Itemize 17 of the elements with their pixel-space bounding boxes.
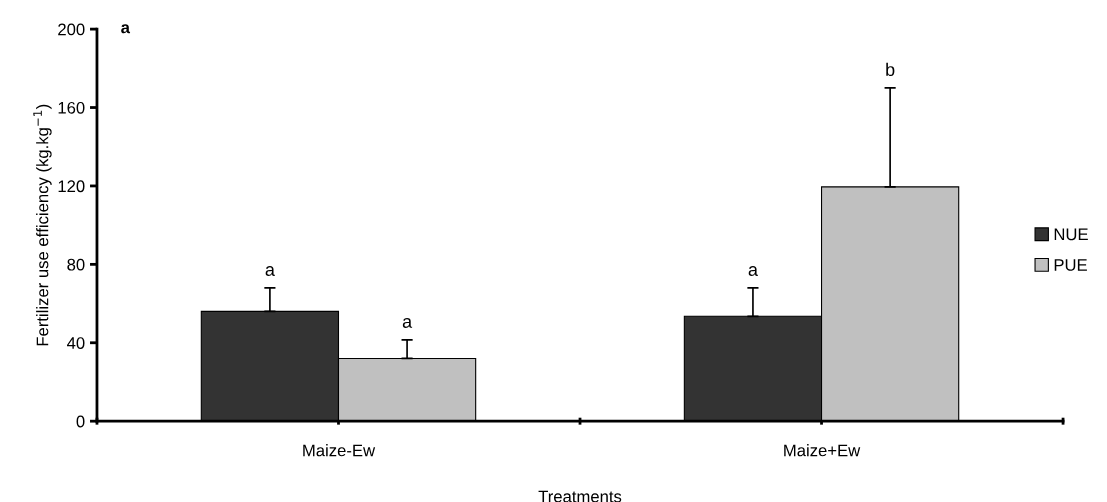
y-axis-title: Fertilizer use efficiency (kg.kg$^{−1}$) — [33, 104, 52, 346]
y-tick-label: 200 — [58, 23, 85, 36]
annotation: b — [886, 62, 895, 77]
legend-label: PUE — [1054, 259, 1087, 271]
x-tick-label: Maize+Ew — [784, 444, 861, 457]
annotation: a — [265, 266, 275, 276]
x-axis-title: Treatments — [538, 490, 622, 502]
x-tick-label: Maize-Ew — [303, 444, 376, 457]
y-tick-label: 120 — [58, 180, 85, 193]
annotation: a — [402, 318, 413, 328]
legend-label: NUE — [1054, 228, 1088, 241]
annotation: a — [748, 266, 758, 276]
annotation: a — [121, 24, 131, 34]
y-tick-label: 80 — [67, 258, 85, 271]
y-tick-label: 0 — [76, 415, 85, 428]
y-tick-label: 40 — [67, 337, 85, 349]
y-tick-label: 160 — [58, 101, 85, 114]
